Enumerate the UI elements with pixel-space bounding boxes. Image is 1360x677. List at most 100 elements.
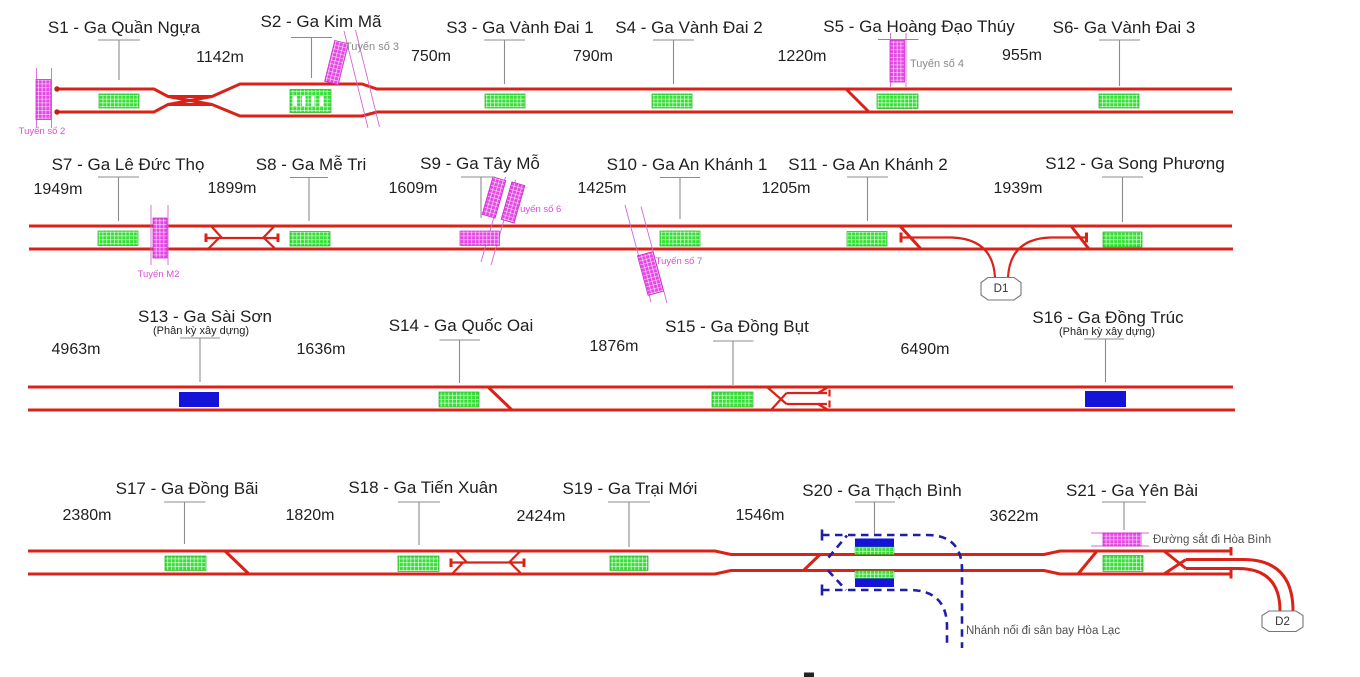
- station-s21-platform: [1102, 555, 1144, 572]
- branch-upper-dashed: [822, 533, 964, 648]
- station-s17-label: S17 - Ga Đồng Bãi: [116, 479, 259, 498]
- station-s20-platforms: [854, 538, 895, 587]
- station-s10-platform: [659, 230, 701, 247]
- station-s15-platform: [711, 391, 754, 408]
- station-s13-note: (Phân kỳ xây dựng): [153, 325, 249, 337]
- tuyen7-label: Tuyến số 7: [656, 256, 703, 267]
- distance-s13-s14: 1636m: [297, 341, 346, 358]
- tuyen6-box-a: [481, 176, 507, 219]
- distance-s16-s17: 2380m: [63, 507, 112, 524]
- station-s16-platform: [1085, 391, 1126, 407]
- station-s14-platform: [438, 391, 480, 408]
- station-s6-label: S6- Ga Vành Đai 3: [1053, 18, 1196, 37]
- row4-crossover-s20: [801, 553, 822, 573]
- distance-s19-s20: 1546m: [736, 507, 785, 524]
- station-s7-platform: [97, 230, 139, 246]
- distance-s2-s3: 750m: [411, 48, 451, 65]
- s1-leader: [98, 39, 140, 80]
- station-s12-platform: [1102, 231, 1143, 248]
- hoa-binh-label: Đường sắt đi Hòa Bình: [1153, 533, 1271, 546]
- distance-s5-s6: 955m: [1002, 47, 1042, 64]
- d2-depot-box: [1261, 610, 1304, 633]
- station-s4-label: S4 - Ga Vành Đai 2: [615, 18, 762, 37]
- station-s11-platform: [846, 231, 888, 247]
- distance-s4-s5: 1220m: [778, 48, 827, 65]
- station-s10-label: S10 - Ga An Khánh 1: [607, 155, 768, 174]
- row1: Tuyến số 2 Tuyến số 3 Tuyến số 4: [19, 12, 1233, 137]
- station-s21-label: S21 - Ga Yên Bài: [1066, 481, 1198, 500]
- station-s1-label: S1 - Ga Quần Ngựa: [48, 18, 201, 37]
- tuyen3-guides: [343, 29, 380, 129]
- s3-leader: [484, 39, 525, 84]
- hoa-lac-branch: [820, 529, 964, 648]
- s19-leader: [608, 501, 650, 547]
- s18-leader: [398, 501, 440, 545]
- hoa-binh-railway: Đường sắt đi Hòa Bình: [1091, 532, 1271, 547]
- s15-leader: [713, 340, 754, 385]
- station-s15-label: S15 - Ga Đồng Bụt: [665, 317, 809, 336]
- station-s4-platform: [651, 93, 693, 109]
- row1-down-terminator-dot: [54, 109, 60, 115]
- row4-crossover-s21: [1076, 550, 1099, 575]
- row1-down-track: [57, 103, 1233, 118]
- station-s2-platform: [289, 89, 332, 113]
- distance-s6-s7: 1949m: [34, 181, 83, 198]
- branch-lower-dashed: [822, 588, 949, 646]
- d2-depot-label: D2: [1275, 616, 1290, 628]
- s4-leader: [653, 39, 694, 84]
- s13-leader: [180, 337, 220, 382]
- tuyen2-label: Tuyến số 2: [19, 126, 66, 137]
- distance-s3-s4: 790m: [573, 48, 613, 65]
- station-s6-platform: [1098, 93, 1140, 109]
- station-s12-label: S12 - Ga Song Phương: [1045, 154, 1224, 173]
- tuyen3-box: [324, 39, 349, 86]
- s17-leader: [164, 501, 206, 544]
- s8-leader: [290, 176, 328, 221]
- row1-up-terminator-dot: [54, 86, 60, 92]
- station-s16-label: S16 - Ga Đồng Trúc: [1032, 308, 1184, 327]
- d1-depot-box: [980, 276, 1022, 301]
- s6-leader: [1099, 39, 1140, 86]
- cropped-text-fragment: [804, 672, 814, 677]
- row1-scissors-crossover: [167, 95, 213, 106]
- row2-pocket-track: [204, 225, 280, 250]
- d1-depot-junction: D1: [898, 224, 1091, 301]
- s16-leader: [1084, 338, 1124, 382]
- row1-crossover-s5: [844, 87, 871, 114]
- station-s9-label: S9 - Ga Tây Mỗ: [420, 154, 540, 173]
- station-s19-platform: [609, 555, 649, 571]
- s20-leader: [855, 501, 895, 534]
- row4-up-track: [28, 549, 1231, 556]
- tuyen4-label: Tuyến số 4: [910, 58, 964, 70]
- station-s3-label: S3 - Ga Vành Đai 1: [446, 18, 593, 37]
- s2-leader: [291, 36, 332, 78]
- row1-up-track: [57, 82, 1232, 98]
- station-s19-label: S19 - Ga Trại Mới: [563, 479, 698, 498]
- s21-leader: [1102, 501, 1146, 530]
- row3-crossover-s14: [486, 385, 514, 412]
- station-s1-platform: [98, 93, 140, 109]
- hoa-binh-box: [1102, 532, 1142, 547]
- d1-depot-label: D1: [994, 283, 1009, 295]
- row4-pocket-track: [449, 550, 526, 575]
- tuyen6-box-b: [500, 181, 526, 224]
- distance-s12-s13: 4963m: [52, 341, 101, 358]
- tuyenM2-guides: [150, 205, 169, 265]
- station-s3-platform: [484, 93, 526, 109]
- tuyenM2-label: Tuyến M2: [138, 269, 180, 280]
- station-s17-platform: [164, 555, 207, 571]
- station-s20-label: S20 - Ga Thạch Bình: [802, 481, 961, 500]
- distance-s7-s8: 1899m: [208, 180, 257, 197]
- hoa-lac-label: Nhánh nối đi sân bay Hòa Lạc: [966, 625, 1120, 637]
- station-s9-platform: [459, 230, 500, 246]
- distance-s18-s19: 2424m: [517, 508, 566, 525]
- station-s7-label: S7 - Ga Lê Đức Thọ: [52, 155, 205, 174]
- row4-crossover-s17: [223, 549, 251, 576]
- branch-lower-switch: [827, 569, 847, 591]
- station-s18-platform: [397, 555, 440, 572]
- station-s11-label: S11 - Ga An Khánh 2: [788, 155, 947, 174]
- tuyen7-box: [636, 251, 665, 296]
- distance-s9-s10: 1425m: [578, 180, 627, 197]
- tuyen3-label: Tuyến số 3: [345, 41, 399, 53]
